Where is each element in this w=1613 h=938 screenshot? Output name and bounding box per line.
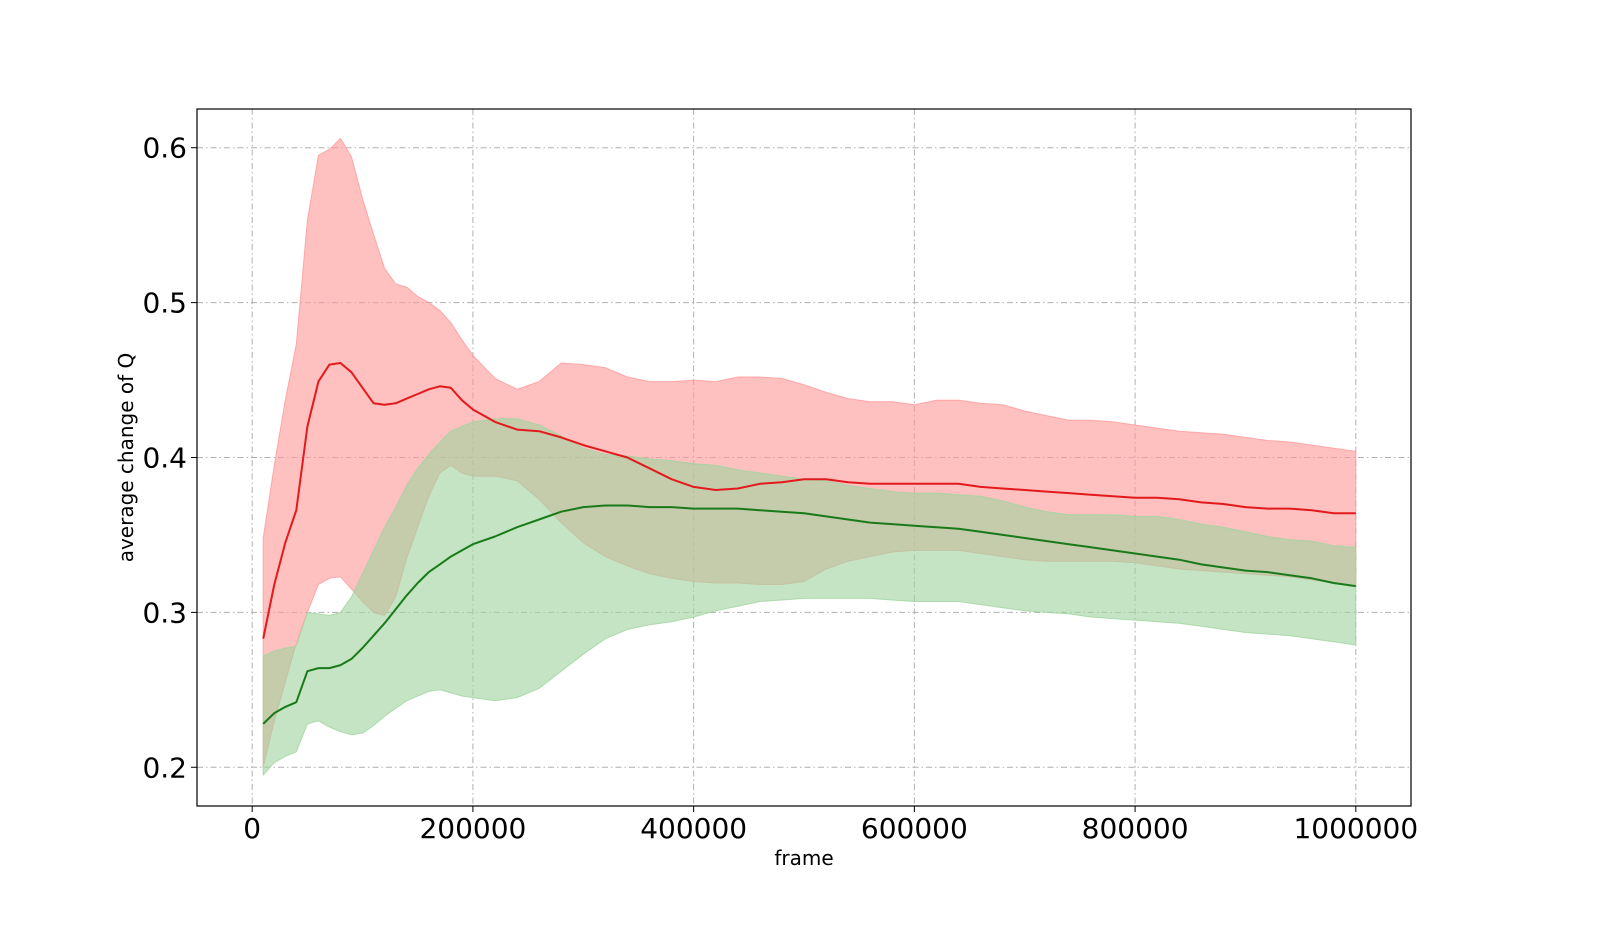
x-tick-label: 0 xyxy=(243,812,261,845)
x-tick-label: 800000 xyxy=(1082,812,1189,845)
x-axis-title: frame xyxy=(774,846,833,870)
series-1-band xyxy=(262,418,1357,777)
y-tick-label: 0.6 xyxy=(142,132,187,165)
x-tick-label: 600000 xyxy=(861,812,968,845)
series-1-line xyxy=(262,504,1356,725)
series-0-line xyxy=(262,362,1356,639)
y-tick-label: 0.2 xyxy=(142,751,187,784)
series-lines xyxy=(262,362,1356,725)
axis-ticks: 0 200000 400000 600000 800000 1000000 0.2 0.3 0.… xyxy=(142,132,1418,845)
y-tick-label: 0.3 xyxy=(142,596,187,629)
x-tick-label: 200000 xyxy=(419,812,526,845)
y-tick-label: 0.4 xyxy=(142,442,187,475)
x-tick-label: 400000 xyxy=(640,812,747,845)
x-tick-label: 1000000 xyxy=(1293,812,1418,845)
y-axis-title: average change of Q xyxy=(114,353,138,563)
y-tick-label: 0.5 xyxy=(142,287,187,320)
